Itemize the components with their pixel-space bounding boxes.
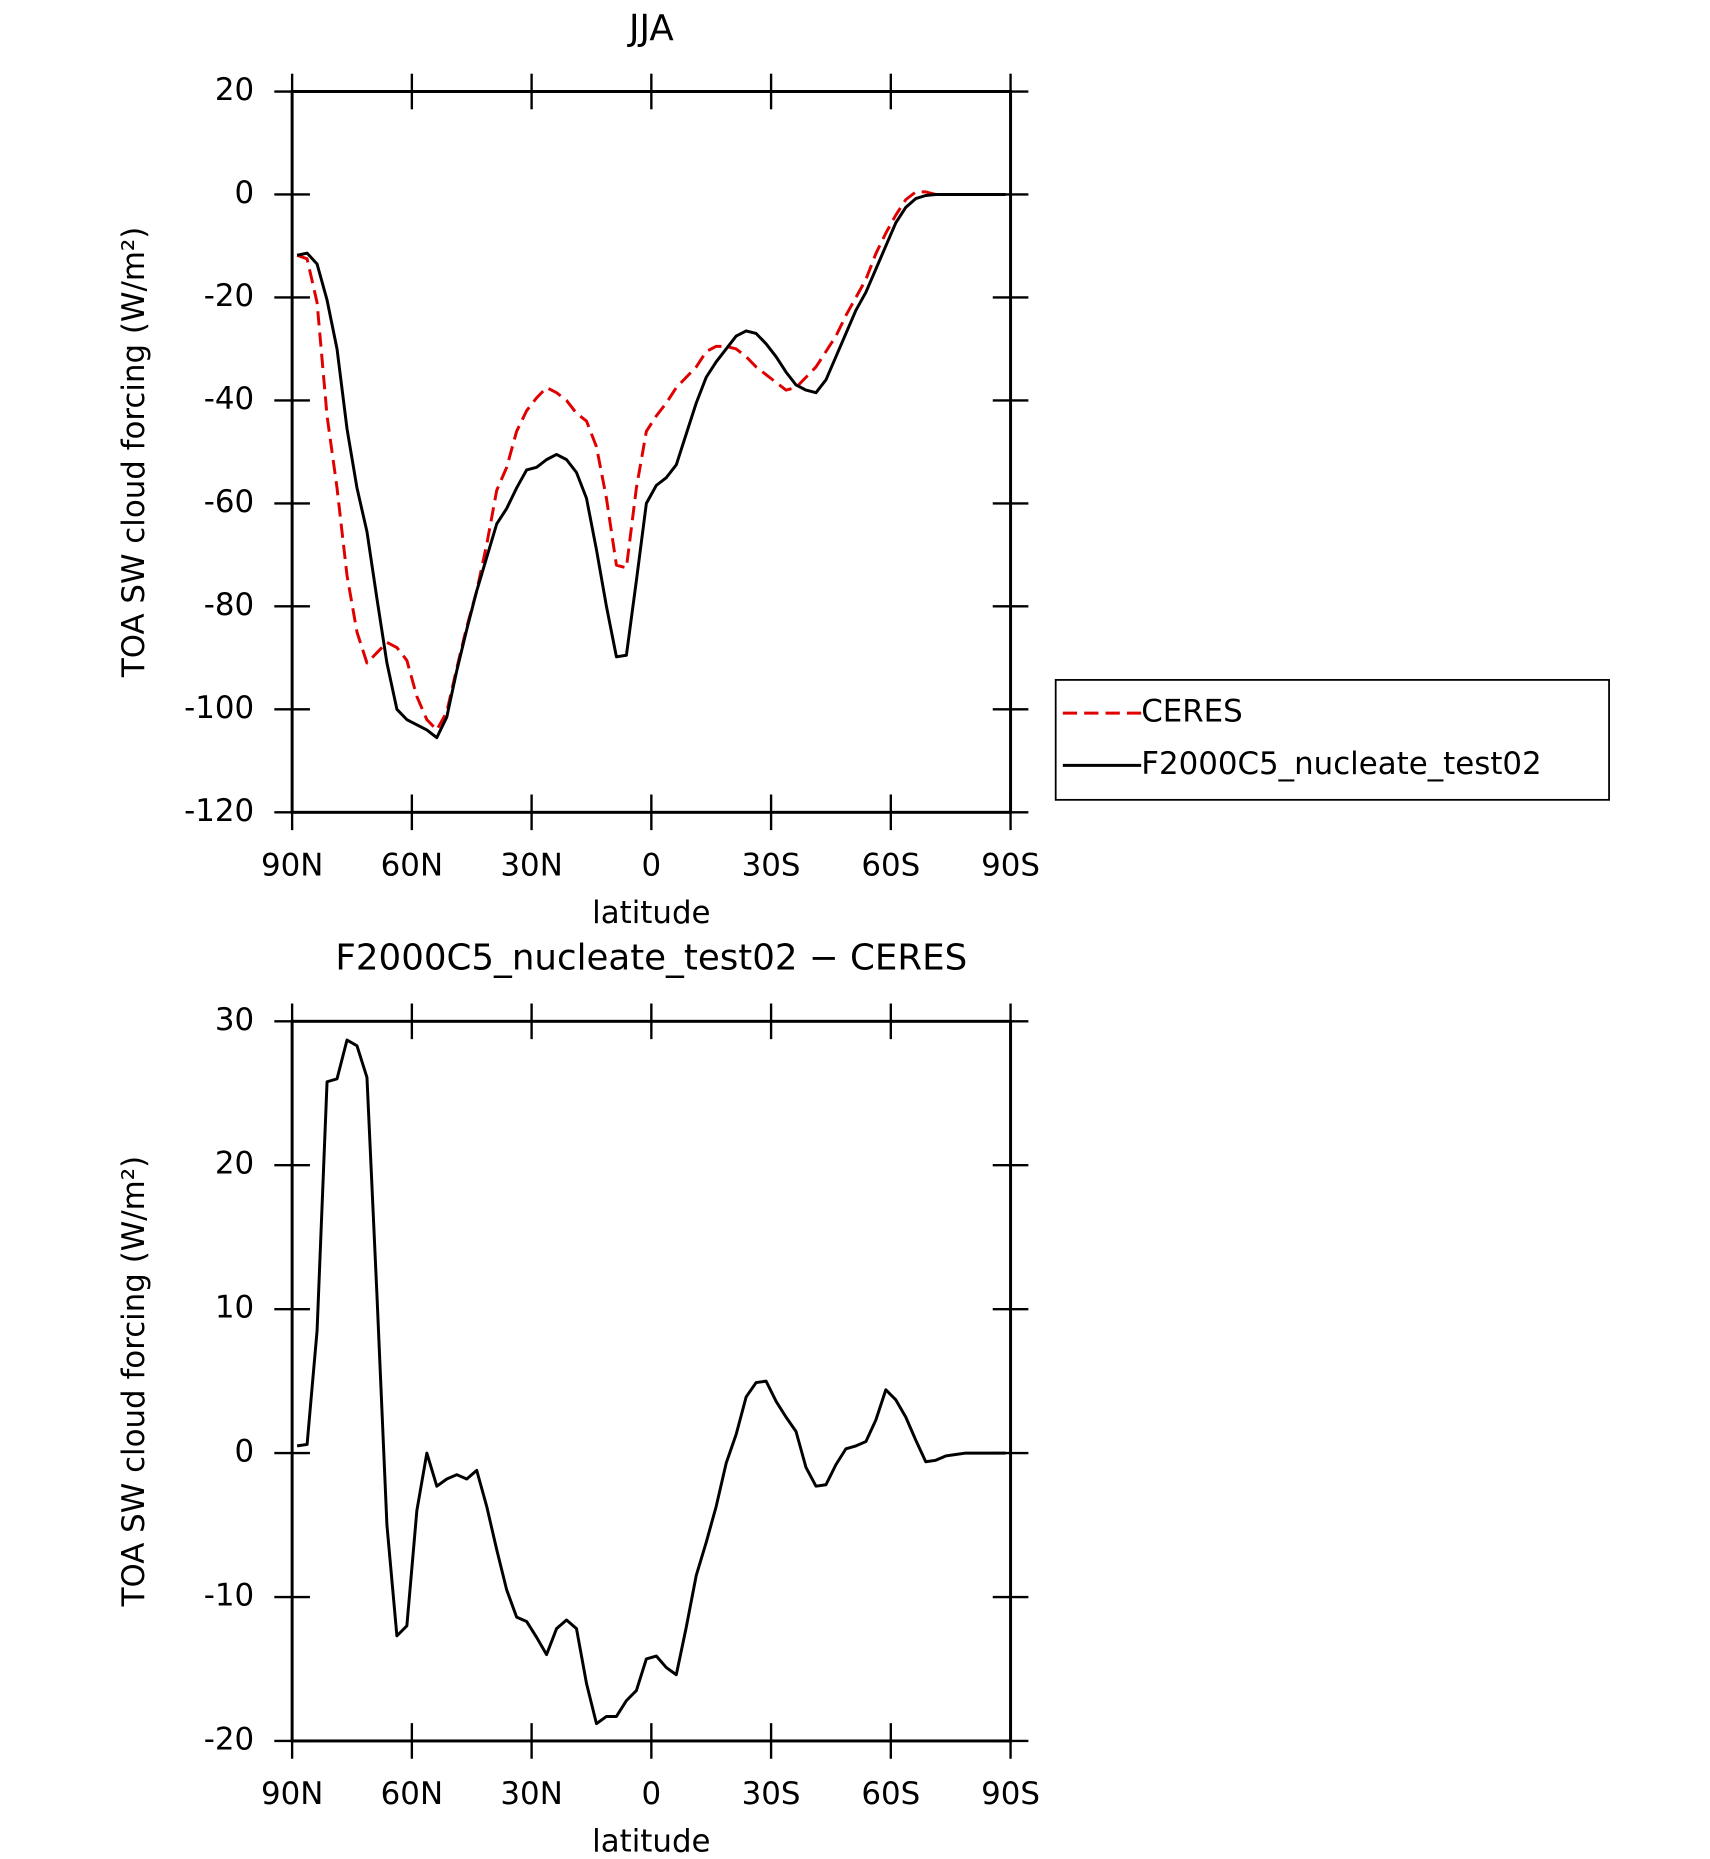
data-line <box>296 192 1006 740</box>
x-tick-label: 30S <box>742 847 801 883</box>
y-tick-label: -20 <box>204 1721 254 1757</box>
x-tick-label: 60N <box>381 1776 443 1812</box>
y-tick-label: 20 <box>215 1146 254 1182</box>
x-tick-label: 60S <box>861 847 920 883</box>
x-axis-label: latitude <box>592 1824 710 1855</box>
y-tick-label: -120 <box>184 793 254 829</box>
y-tick-label: -40 <box>204 381 254 417</box>
data-line <box>296 190 1006 732</box>
x-tick-label: 30N <box>500 847 562 883</box>
y-tick-label: -60 <box>204 484 254 520</box>
x-axis-label: latitude <box>592 895 710 931</box>
legend-box <box>1054 679 1610 801</box>
y-tick-label: 20 <box>215 72 254 108</box>
y-tick-label: -20 <box>204 278 254 314</box>
plot-frame <box>290 90 1013 814</box>
y-tick-label: 10 <box>215 1290 254 1326</box>
legend-label: F2000C5_nucleate_test02 <box>1141 746 1542 782</box>
y-tick-label: 0 <box>234 1434 254 1470</box>
y-tick-label: -80 <box>204 587 254 623</box>
x-tick-label: 90N <box>261 847 323 883</box>
y-tick-label: 0 <box>234 175 254 211</box>
y-tick-label: 30 <box>215 1002 254 1038</box>
x-tick-label: 60S <box>861 1776 920 1812</box>
x-tick-label: 60N <box>381 847 443 883</box>
x-tick-label: 0 <box>642 847 662 883</box>
x-tick-label: 30S <box>742 1776 801 1812</box>
chart-title: JJA <box>627 8 674 49</box>
y-axis-label: TOA SW cloud forcing (W/m²) <box>116 227 152 678</box>
x-tick-label: 0 <box>642 1776 662 1812</box>
x-tick-label: 90S <box>981 847 1040 883</box>
chart-title: F2000C5_nucleate_test02 − CERES <box>335 938 967 979</box>
legend-label: CERES <box>1141 694 1243 730</box>
x-tick-label: 30N <box>500 1776 562 1812</box>
y-tick-label: -10 <box>204 1578 254 1614</box>
y-axis-label: TOA SW cloud forcing (W/m²) <box>116 1156 152 1607</box>
plot-frame <box>290 1019 1013 1743</box>
y-tick-label: -100 <box>184 690 254 726</box>
x-tick-label: 90N <box>261 1776 323 1812</box>
data-line <box>296 1038 1006 1726</box>
x-tick-label: 90S <box>981 1776 1040 1812</box>
